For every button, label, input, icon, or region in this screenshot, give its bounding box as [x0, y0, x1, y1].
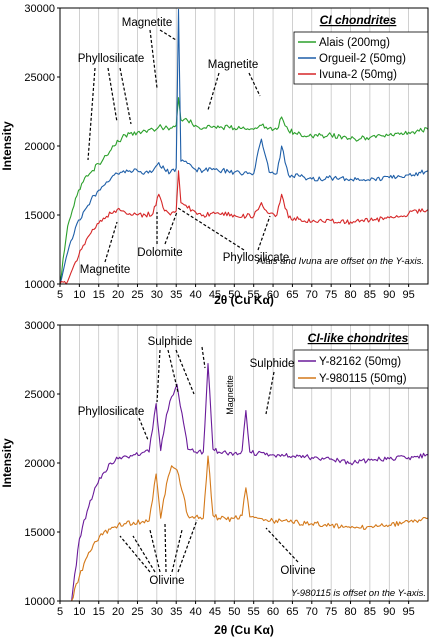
top-x-tick-label: 85	[364, 289, 376, 301]
bottom-legend-title: CI-like chondrites	[308, 331, 409, 345]
top-y-tick-label: 15000	[24, 210, 55, 222]
top-y-tick-label: 25000	[24, 72, 55, 84]
bottom-y-tick-label: 10000	[24, 596, 55, 608]
legend-label-alais: Alais (200mg)	[319, 37, 390, 49]
top-x-tick-label: 25	[131, 289, 143, 301]
top-y-tick-label: 20000	[24, 141, 55, 153]
bottom-x-tick-label: 15	[93, 606, 105, 618]
top-x-axis-label: 2θ (Cu Kα)	[214, 293, 274, 307]
bottom-y-tick-label: 30000	[24, 320, 55, 332]
top-x-tick-label: 60	[267, 289, 279, 301]
annotation-dolomite: Dolomite	[137, 247, 182, 259]
bottom-x-tick-label: 5	[57, 606, 63, 618]
bottom-y-tick-label: 15000	[24, 527, 55, 539]
top-x-tick-label: 20	[112, 289, 124, 301]
bottom-x-tick-label: 60	[267, 606, 279, 618]
annotation-olivine-left: Olivine	[149, 575, 184, 587]
top-x-tick-label: 10	[73, 289, 85, 301]
top-x-tick-label: 40	[189, 289, 201, 301]
annotation-phyllosilicate: Phyllosilicate	[78, 406, 144, 418]
top-x-tick-label: 50	[228, 289, 240, 301]
top-x-tick-label: 75	[325, 289, 337, 301]
top-y-ticks: 10000 15000 20000 25000 30000	[24, 3, 60, 291]
annotation-magnetite-vertical: Magnetite	[225, 375, 235, 415]
bottom-y-axis-label: Intensity	[0, 438, 14, 488]
bottom-x-tick-label: 75	[325, 606, 337, 618]
bottom-x-axis-label: 2θ (Cu Kα)	[214, 623, 274, 637]
bottom-x-ticks: 5 10 15 20 25 30 35 40 45 50 55 60 65 70 75 80 85 90 95	[57, 601, 415, 618]
bottom-y-ticks: 10000 15000 20000 25000 30000	[24, 320, 60, 608]
bottom-x-tick-label: 10	[73, 606, 85, 618]
annotation-phyllosilicate-top: Phyllosilicate	[78, 53, 144, 65]
annotation-magnetite-right: Magnetite	[208, 59, 259, 71]
top-offset-note: Alais and Ivuna are offset on the Y-axis…	[256, 256, 424, 267]
annotation-phyllosilicate-bottom: Phyllosilicate	[223, 252, 289, 264]
bottom-annotation-arrows	[119, 346, 299, 573]
legend-label-orgueil: Orgueil-2 (50mg)	[319, 53, 406, 65]
bottom-annotations: Sulphide Sulphide Magnetite Phyllosilica…	[78, 336, 316, 587]
bottom-x-tick-label: 50	[228, 606, 240, 618]
bottom-x-tick-label: 80	[344, 606, 356, 618]
bottom-x-tick-label: 20	[112, 606, 124, 618]
legend-label-y980115: Y-980115 (50mg)	[319, 373, 407, 385]
annotation-magnetite-bottom: Magnetite	[80, 264, 131, 276]
bottom-x-tick-label: 85	[364, 606, 376, 618]
series-line-y-980115	[71, 455, 429, 602]
bottom-legend: CI-like chondrites Y-82162 (50mg) Y-9801…	[293, 331, 429, 389]
top-x-ticks: 5 10 15 20 25 30 35 40 45 50 55 60 65 70 75 80 85 90 95	[57, 284, 415, 301]
bottom-offset-note: Y-980115 is offset on the Y-axis.	[291, 588, 426, 599]
bottom-x-tick-label: 45	[209, 606, 221, 618]
annotation-sulphide-right: Sulphide	[250, 358, 295, 370]
top-x-tick-label: 65	[286, 289, 298, 301]
top-x-tick-label: 30	[151, 289, 163, 301]
top-legend-box	[293, 31, 429, 85]
top-y-axis-label: Intensity	[0, 121, 14, 171]
legend-label-y82162: Y-82162 (50mg)	[319, 356, 401, 368]
series-line-orgueil-2	[59, 8, 429, 285]
annotation-sulphide-left: Sulphide	[148, 336, 193, 348]
top-legend: CI chondrites Alais (200mg) Orgueil-2 (5…	[293, 13, 429, 85]
panel-bottom: 10000 15000 20000 25000 30000 5 10 15 20 25 30 35 4…	[0, 320, 429, 637]
top-x-tick-label: 90	[383, 289, 395, 301]
panel-top: 10000 15000 20000 25000 30000 5 10 15 20 25 30 35 4…	[0, 3, 429, 307]
top-x-tick-label: 15	[93, 289, 105, 301]
top-x-tick-label: 35	[170, 289, 182, 301]
bottom-x-tick-label: 90	[383, 606, 395, 618]
top-x-tick-label: 5	[57, 289, 63, 301]
bottom-x-tick-label: 65	[286, 606, 298, 618]
annotation-magnetite-top: Magnetite	[122, 17, 173, 29]
top-annotation-arrows	[87, 29, 271, 263]
top-y-tick-label: 30000	[24, 3, 55, 15]
series-line-y-82162	[71, 363, 429, 602]
top-legend-title: CI chondrites	[320, 13, 397, 27]
top-x-tick-label: 70	[306, 289, 318, 301]
bottom-x-tick-label: 25	[131, 606, 143, 618]
top-x-tick-label: 80	[344, 289, 356, 301]
bottom-legend-box	[293, 349, 429, 389]
bottom-series	[71, 363, 429, 602]
bottom-x-tick-label: 40	[189, 606, 201, 618]
bottom-y-tick-label: 20000	[24, 458, 55, 470]
bottom-y-tick-label: 25000	[24, 389, 55, 401]
series-line-ivuna-2	[59, 170, 429, 285]
bottom-x-tick-label: 70	[306, 606, 318, 618]
top-gridlines	[79, 8, 409, 284]
series-line-alais	[59, 97, 429, 285]
bottom-x-tick-label: 95	[403, 606, 415, 618]
bottom-x-tick-label: 55	[248, 606, 260, 618]
bottom-x-tick-label: 35	[170, 606, 182, 618]
annotation-olivine-right: Olivine	[280, 565, 315, 577]
top-annotations: Magnetite Phyllosilicate Magnetite Dolom…	[78, 17, 289, 276]
legend-label-ivuna: Ivuna-2 (50mg)	[319, 69, 397, 81]
top-x-tick-label: 45	[209, 289, 221, 301]
top-series	[59, 8, 429, 285]
top-x-tick-label: 95	[403, 289, 415, 301]
top-x-tick-label: 55	[248, 289, 260, 301]
bottom-x-tick-label: 30	[151, 606, 163, 618]
top-y-tick-label: 10000	[24, 279, 55, 291]
